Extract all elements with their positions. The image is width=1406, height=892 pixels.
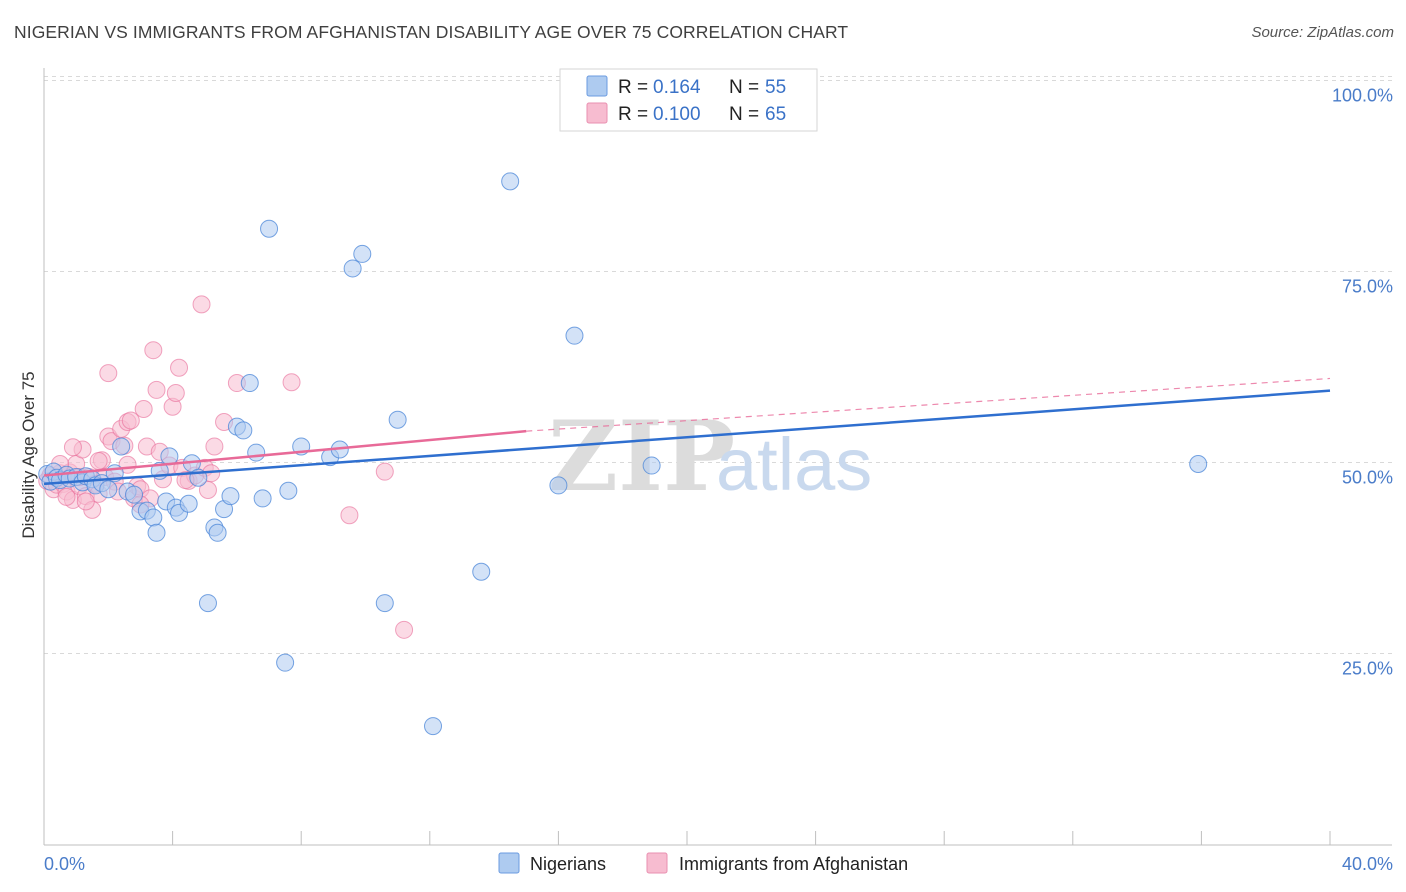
y-tick-labels: 25.0% 50.0% 75.0% 100.0%	[1332, 86, 1393, 679]
y-tick-label: 100.0%	[1332, 86, 1393, 106]
y-tick-label: 25.0%	[1342, 659, 1393, 679]
nigerians-point	[99, 480, 118, 499]
afghanistan-point	[192, 295, 211, 314]
afghanistan-point	[375, 462, 394, 481]
bottom-legend-nigerians: Nigerians	[530, 854, 606, 874]
y-tick-label: 75.0%	[1342, 277, 1393, 297]
afghanistan-point	[282, 373, 301, 392]
afghanistan-point	[166, 383, 185, 402]
x-tick-label-max: 40.0%	[1342, 854, 1393, 874]
legend-swatch-nigerians	[586, 75, 608, 97]
afghanistan-point	[76, 492, 95, 511]
nigerians-point	[144, 508, 163, 527]
afghanistan-point	[99, 364, 118, 383]
nigerians-point	[198, 594, 217, 613]
legend-r-value-1: 0.164	[653, 77, 701, 98]
source-label: Source: ZipAtlas.com	[1251, 24, 1394, 41]
nigerians-point	[388, 410, 407, 429]
legend-n-label-2: N =	[729, 104, 759, 125]
afghanistan-point	[89, 451, 108, 470]
afghanistan-point	[340, 506, 359, 525]
nigerians-point	[234, 421, 253, 440]
afghanistan-point	[134, 400, 153, 419]
nigerians-point	[208, 523, 227, 542]
nigerians-point	[125, 485, 144, 504]
nigerians-point	[279, 481, 298, 500]
nigerians-point	[240, 374, 259, 393]
nigerians-point	[179, 494, 198, 513]
watermark-atlas: atlas	[716, 423, 872, 506]
watermark: ZIP atlas	[548, 400, 872, 513]
chart-title: NIGERIAN VS IMMIGRANTS FROM AFGHANISTAN …	[14, 22, 849, 42]
afghanistan-point	[205, 437, 224, 456]
axes	[43, 68, 1392, 846]
y-axis-label: Disability Age Over 75	[19, 371, 38, 538]
y-tick-label: 50.0%	[1342, 468, 1393, 488]
nigerians-point	[501, 172, 520, 191]
series-afghanistan-points	[38, 295, 414, 639]
afghanistan-point	[63, 438, 82, 457]
nigerians-point	[147, 523, 166, 542]
nigerians-point	[642, 456, 661, 475]
afghanistan-point	[121, 411, 140, 430]
trend-lines	[43, 377, 1331, 486]
x-tick-labels: 0.0% 40.0%	[44, 854, 1393, 874]
nigerians-point	[253, 489, 272, 508]
watermark-zip: ZIP	[548, 400, 735, 513]
nigerians-point	[276, 653, 295, 672]
afghanistan-point	[57, 487, 76, 506]
nigerians-point	[221, 487, 240, 506]
nigerians-point	[112, 437, 131, 456]
bottom-legend-swatch-nigerians	[498, 852, 520, 874]
legend-r-value-2: 0.100	[653, 104, 701, 125]
legend-n-value-1: 55	[765, 77, 786, 98]
legend-r-label-1: R =	[618, 77, 648, 98]
bottom-legend: Nigerians Immigrants from Afghanistan	[498, 852, 908, 874]
nigerians-trend-line	[43, 389, 1331, 486]
nigerians-point	[260, 219, 279, 238]
nigerians-point	[565, 326, 584, 345]
legend-n-value-2: 65	[765, 104, 786, 125]
afghanistan-point	[170, 358, 189, 377]
bottom-legend-afghanistan: Immigrants from Afghanistan	[679, 854, 908, 874]
legend-n-label-1: N =	[729, 77, 759, 98]
nigerians-point	[375, 594, 394, 613]
afghanistan-point	[395, 620, 414, 639]
legend: R = 0.164 N = 55 R = 0.100 N = 65	[559, 68, 818, 132]
afghanistan-point	[147, 380, 166, 399]
nigerians-point	[1189, 455, 1208, 474]
afghanistan-point	[144, 341, 163, 360]
afghanistan-trend-extension	[526, 377, 1331, 432]
legend-r-label-2: R =	[618, 104, 648, 125]
nigerians-point	[549, 476, 568, 495]
nigerians-point	[343, 259, 362, 278]
nigerians-point	[353, 244, 372, 263]
nigerians-point	[247, 443, 266, 462]
bottom-legend-swatch-afghanistan	[646, 852, 668, 874]
nigerians-point	[472, 562, 491, 581]
afghanistan-trend-line	[43, 429, 527, 477]
grid	[44, 76, 1392, 654]
x-tick-label-min: 0.0%	[44, 854, 85, 874]
legend-swatch-afghanistan	[586, 102, 608, 124]
nigerians-point	[424, 717, 443, 736]
